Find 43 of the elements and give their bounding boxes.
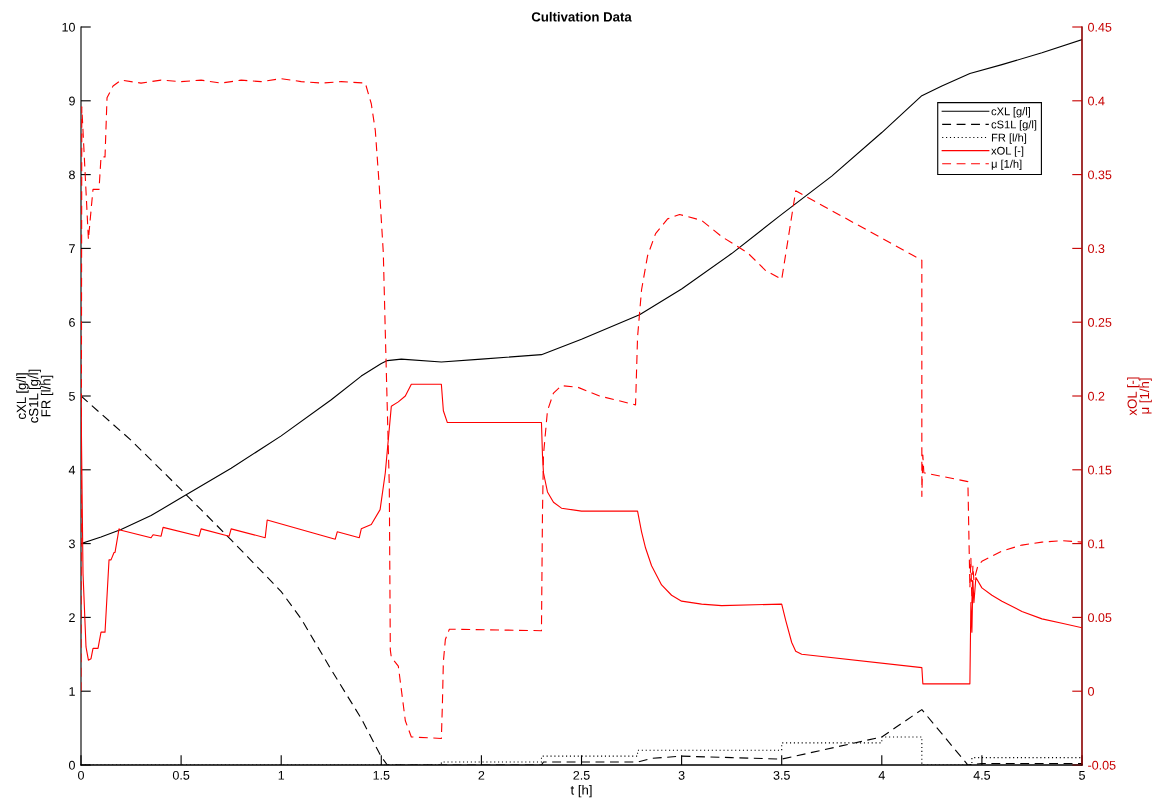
x-tick-label: 1.5 — [373, 771, 390, 780]
y-tick-label: 8 — [69, 170, 75, 180]
y2-tick-label: 0.45 — [1088, 22, 1112, 32]
y-tick-label: 9 — [69, 96, 75, 106]
x-tick-label: 3 — [678, 770, 685, 780]
y-tick-label: 7 — [69, 244, 75, 253]
x-tick-label: 4.5 — [973, 771, 991, 780]
x-tick-label: 1 — [278, 771, 285, 780]
x-tick-label: 5 — [1079, 771, 1085, 780]
line-series — [81, 78, 1082, 739]
x-axis-title: t [h] — [570, 784, 592, 798]
legend-label: cS1L [g/l] — [991, 120, 1037, 131]
y2-axis-title: xOL [-] μ [1/h] — [1127, 377, 1152, 416]
y2-tick-label: 0.3 — [1088, 244, 1105, 254]
y2-tick-label: 0 — [1088, 687, 1095, 696]
x-tick-label: 2 — [478, 770, 485, 780]
y-tick-label: 5 — [68, 391, 75, 401]
y-tick-label: 1 — [69, 687, 75, 696]
x-tick-label: 4 — [878, 771, 885, 780]
y-tick-label: 4 — [68, 465, 76, 475]
x-tick-label: 0 — [78, 770, 84, 780]
y-tick-label: 10 — [62, 22, 75, 32]
y-tick-label: 0 — [68, 760, 75, 770]
legend-label: xOL [-] — [991, 146, 1024, 157]
y2-tick-label: 0.35 — [1088, 170, 1112, 180]
y2-tick-label: -0.05 — [1088, 760, 1116, 770]
legend-label: cXL [g/l] — [991, 107, 1030, 118]
y2-tick-label: 0.15 — [1088, 465, 1112, 475]
y2-tick-label: 0.1 — [1088, 539, 1105, 549]
y2-tick-label: 0.4 — [1088, 96, 1105, 106]
y-tick-label: 3 — [68, 539, 75, 549]
x-tick-label: 0.5 — [172, 770, 190, 780]
x-tick-label: 2.5 — [573, 770, 590, 780]
y2-tick-label: 0.25 — [1088, 318, 1112, 327]
y2-tick-label: 0.05 — [1088, 613, 1112, 623]
x-tick-label: 3.5 — [773, 770, 790, 780]
legend-label: μ [1/h] — [991, 159, 1022, 171]
y-tick-label: 2 — [69, 613, 75, 622]
legend-label: FR [l/h] — [991, 133, 1027, 144]
y-tick-label: 6 — [69, 318, 75, 327]
y2-tick-label: 0.2 — [1088, 391, 1105, 401]
chart-title: Cultivation Data — [531, 11, 632, 22]
y-axis-title: cXL [g/l] cS1L [g/l] FR [l/h] — [16, 369, 54, 423]
